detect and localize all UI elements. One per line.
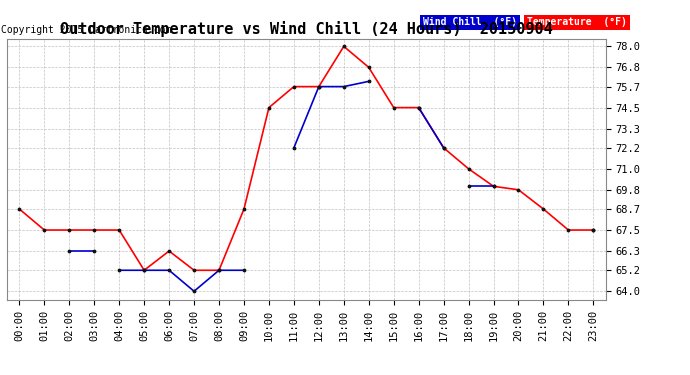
Title: Outdoor Temperature vs Wind Chill (24 Hours)  20150904: Outdoor Temperature vs Wind Chill (24 Ho… bbox=[60, 21, 553, 37]
Text: Wind Chill  (°F): Wind Chill (°F) bbox=[423, 17, 517, 27]
Text: Copyright 2015 Cartronics.com: Copyright 2015 Cartronics.com bbox=[1, 25, 171, 35]
Text: Temperature  (°F): Temperature (°F) bbox=[526, 17, 627, 27]
